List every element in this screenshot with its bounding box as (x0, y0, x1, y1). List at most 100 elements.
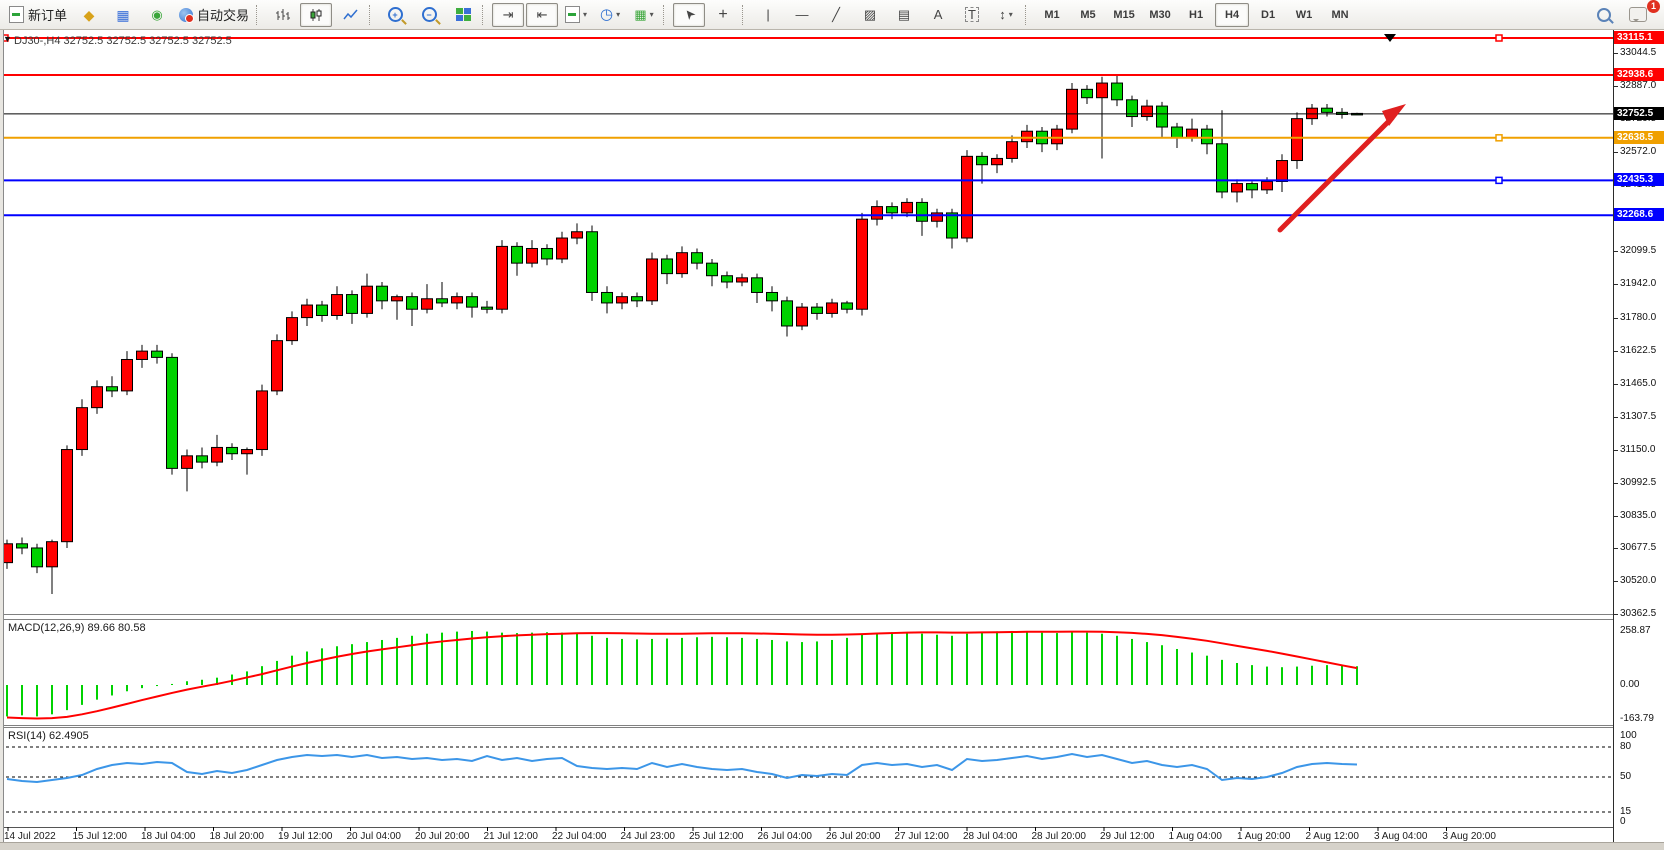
price-chart-canvas[interactable] (0, 30, 1613, 850)
price-tick-label: 31780.0 (1620, 312, 1657, 323)
fibonacci-tool-button[interactable]: ▤ (888, 3, 920, 27)
candlestick (226, 446, 238, 455)
search-button[interactable] (1588, 3, 1620, 27)
tile-windows-icon (455, 8, 471, 21)
zoom-out-button[interactable]: − (413, 3, 445, 27)
candle-chart-type-button[interactable] (300, 2, 333, 27)
macd-indicator-label: MACD(12,26,9) 89.66 80.58 (8, 622, 146, 634)
price-tick (1614, 548, 1618, 549)
timeframe-W1[interactable]: W1 (1295, 8, 1313, 21)
auto-scroll-button[interactable]: ⇥ (492, 2, 525, 27)
crosshair-tool-button[interactable]: + (707, 3, 739, 27)
one-click-trading-toggle[interactable]: ▼ (3, 34, 12, 44)
time-axis-label: 2 Aug 12:00 (1305, 831, 1359, 842)
horizontal-line-tool-button[interactable]: — (786, 3, 818, 27)
price-tick-label: 30362.5 (1620, 608, 1657, 619)
timeframe-H1[interactable]: H1 (1189, 8, 1204, 21)
time-axis-label: 28 Jul 20:00 (1031, 831, 1087, 842)
text-label-tool-button[interactable]: T (956, 3, 988, 27)
price-tick (1614, 450, 1618, 451)
price-tick-label: 31307.5 (1620, 411, 1657, 422)
cursor-tool-button[interactable]: ➤ (673, 2, 706, 27)
new-order-button[interactable]: 新订单 (5, 3, 71, 27)
shift-chart-button[interactable]: ⇤ (526, 2, 559, 27)
channel-icon: ▨ (863, 7, 877, 22)
trend-arrow[interactable] (1277, 115, 1395, 233)
candlestick (271, 340, 283, 392)
market-watch-button[interactable]: ◆ (73, 3, 105, 27)
rsi-scale-label: 0 (1620, 816, 1626, 827)
time-axis-label: 14 Jul 2022 (4, 831, 56, 842)
candlestick (631, 296, 643, 302)
chart-area[interactable]: ▼ DJ30-,H4 32752.5 32752.5 32752.5 32752… (0, 30, 1613, 850)
vertical-line-tool-button[interactable]: | (752, 3, 784, 27)
tile-windows-button[interactable] (447, 3, 479, 27)
candlestick (1216, 143, 1228, 193)
rsi-scale-label: 100 (1620, 730, 1637, 741)
data-window-button[interactable]: ▦ (107, 3, 139, 27)
shift-chart-icon: ⇤ (536, 7, 548, 22)
bar-chart-type-button[interactable] (266, 3, 298, 27)
time-axis-label: 18 Jul 04:00 (141, 831, 196, 842)
chat-bubble-icon (1629, 7, 1647, 22)
candlestick (781, 300, 793, 327)
periods-button[interactable]: ◷ ▾ (594, 3, 626, 27)
candlestick (121, 358, 133, 392)
candlestick (211, 446, 223, 463)
candlestick (1321, 107, 1333, 113)
notifications-button[interactable]: 1 (1622, 0, 1660, 27)
candlestick (796, 306, 808, 327)
auto-trading-button[interactable]: 自动交易 (175, 3, 253, 27)
line-chart-icon (342, 9, 358, 19)
timeframe-M1[interactable]: M1 (1044, 8, 1060, 21)
candlestick (811, 306, 823, 314)
price-level-box: 32752.5 (1614, 107, 1664, 120)
time-axis-label: 18 Jul 20:00 (209, 831, 265, 842)
price-axis[interactable]: 33044.532887.032729.532572.032414.532257… (1613, 30, 1664, 850)
status-strip (0, 842, 1664, 850)
channel-tool-button[interactable]: ▨ (854, 3, 886, 27)
dropdown-icon: ▾ (649, 10, 654, 19)
candlestick (361, 285, 373, 314)
candlestick (256, 390, 268, 451)
horizontal-line-icon: — (795, 7, 809, 22)
timeframe-H4[interactable]: H4 (1215, 2, 1250, 27)
indicators-button[interactable]: ▾ (560, 3, 592, 27)
candlestick (181, 455, 193, 469)
scroll-to-end-marker[interactable] (1384, 34, 1396, 42)
line-handle[interactable] (1495, 134, 1503, 142)
candlestick (46, 541, 58, 568)
line-chart-type-button[interactable] (334, 3, 366, 27)
toolbar-grip (663, 4, 668, 25)
templates-button[interactable]: ▦ ▾ (628, 3, 660, 27)
timeframe-M5[interactable]: M5 (1080, 8, 1096, 21)
line-handle[interactable] (1495, 176, 1503, 185)
timeframe-D1[interactable]: D1 (1261, 8, 1276, 21)
zoom-in-button[interactable]: + (379, 3, 411, 27)
timeframe-MN[interactable]: MN (1331, 8, 1349, 21)
timeframe-M30[interactable]: M30 (1149, 8, 1171, 21)
text-tool-button[interactable]: A (922, 3, 954, 27)
price-tick-label: 30677.5 (1620, 542, 1657, 553)
candlestick-chart-icon (310, 8, 322, 21)
arrows-tool-button[interactable]: ↕ ▾ (990, 3, 1022, 27)
time-axis-label: 1 Aug 04:00 (1168, 831, 1222, 842)
candlestick (826, 302, 838, 314)
candlestick (1291, 118, 1303, 162)
signal-button[interactable]: ◉ (141, 3, 173, 27)
price-tick-label: 30520.0 (1620, 575, 1657, 586)
new-order-icon (9, 6, 24, 23)
candlestick (1306, 107, 1318, 120)
price-tick (1614, 417, 1618, 418)
candlestick (1231, 183, 1243, 193)
line-handle[interactable] (1495, 34, 1503, 42)
timeframe-M15[interactable]: M15 (1113, 8, 1135, 21)
candlestick (976, 155, 988, 166)
dropdown-icon: ▾ (616, 10, 621, 19)
candlestick (1066, 88, 1078, 130)
price-tick-label: 31465.0 (1620, 378, 1657, 389)
candlestick (481, 306, 493, 310)
candlestick (526, 247, 538, 264)
trendline-tool-button[interactable]: ╱ (820, 3, 852, 27)
